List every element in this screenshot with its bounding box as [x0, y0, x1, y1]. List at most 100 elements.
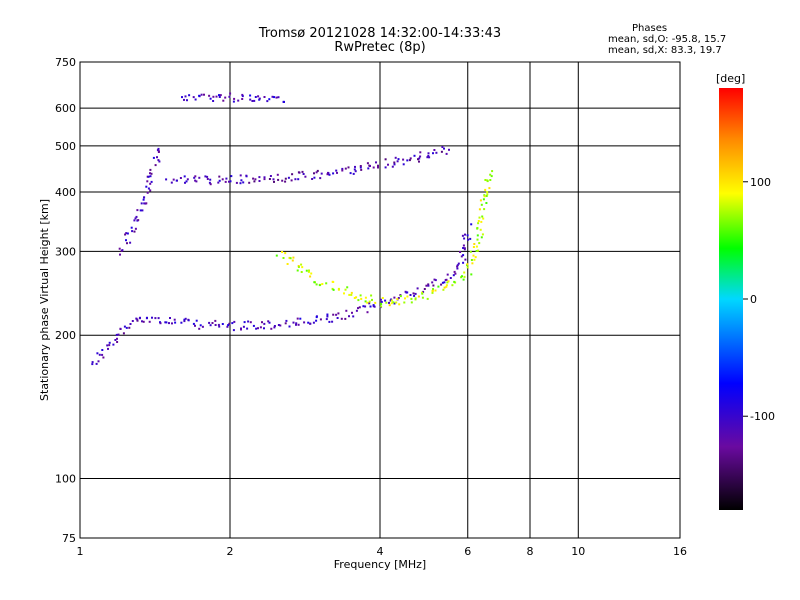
data-point [328, 173, 331, 176]
data-point [475, 245, 478, 248]
data-point [467, 238, 470, 241]
data-point [137, 219, 140, 222]
data-point [141, 209, 144, 212]
data-point [159, 322, 162, 325]
data-point [157, 147, 160, 150]
data-point [271, 95, 274, 98]
data-point [208, 94, 211, 97]
data-point [152, 156, 155, 159]
data-point [112, 343, 115, 346]
data-point [186, 178, 189, 181]
data-point [364, 300, 367, 303]
data-point [116, 337, 118, 340]
data-point [485, 195, 488, 197]
data-point [128, 326, 131, 329]
data-point [353, 297, 356, 299]
x-tick-labels: 1 2 4 6 8 10 16 [77, 545, 688, 558]
chart-title: Tromsø 20121028 14:32:00-14:33:43 [258, 26, 502, 41]
data-point [421, 296, 424, 299]
data-point [296, 317, 299, 320]
data-point [233, 97, 236, 100]
data-point [168, 322, 170, 325]
data-point [203, 93, 205, 96]
data-point [263, 96, 266, 98]
data-point [194, 175, 197, 178]
data-point [277, 96, 280, 99]
data-point [370, 294, 373, 297]
data-point [484, 188, 487, 191]
data-point [474, 256, 477, 259]
data-point [457, 262, 460, 265]
data-point [141, 320, 143, 323]
data-point [95, 362, 98, 365]
data-point [123, 325, 126, 328]
data-point [327, 171, 329, 174]
data-point [308, 269, 310, 272]
data-point [229, 92, 232, 95]
data-point [384, 299, 387, 302]
data-point [337, 312, 340, 315]
data-point [397, 297, 400, 299]
data-point [201, 325, 204, 328]
data-point [409, 157, 412, 160]
data-point [481, 233, 484, 236]
data-point [431, 281, 434, 284]
data-point [463, 248, 466, 251]
data-point [91, 363, 94, 366]
data-point [283, 101, 285, 103]
data-point [261, 321, 263, 324]
data-point [209, 324, 212, 327]
data-point [221, 178, 224, 181]
data-point [449, 277, 452, 279]
data-point [372, 166, 375, 169]
data-point [243, 321, 246, 324]
data-point [432, 288, 434, 291]
data-point [119, 327, 122, 330]
data-point [480, 220, 483, 223]
x-axis-title: Frequency [MHz] [334, 558, 426, 571]
data-point [290, 179, 293, 182]
data-point [217, 323, 220, 326]
data-point [459, 251, 462, 253]
data-point [409, 294, 412, 296]
data-point [149, 175, 152, 178]
data-point [412, 292, 415, 295]
data-point [165, 321, 168, 324]
data-point [273, 325, 276, 327]
data-point [257, 95, 260, 98]
data-point [258, 98, 261, 101]
data-point [157, 317, 160, 320]
data-point [478, 208, 481, 211]
data-point [349, 172, 352, 175]
data-point [212, 100, 215, 102]
data-point [214, 324, 217, 326]
x-tick-label: 10 [571, 545, 585, 558]
data-point [263, 322, 266, 325]
data-point [228, 95, 231, 98]
data-point [139, 209, 142, 212]
data-point [156, 156, 158, 159]
data-point [184, 181, 186, 184]
data-point [267, 320, 270, 323]
x-tick-label: 1 [77, 545, 84, 558]
data-point [443, 286, 446, 289]
data-point [480, 236, 483, 239]
data-point [91, 361, 94, 364]
data-point [432, 284, 435, 287]
data-point [354, 165, 356, 168]
data-point [297, 266, 300, 268]
data-point [479, 199, 482, 202]
data-point [206, 178, 209, 180]
data-point [446, 273, 449, 276]
data-point [183, 175, 186, 178]
colorbar-tick-label: 100 [750, 176, 771, 189]
data-point [462, 254, 465, 257]
data-point [476, 238, 479, 241]
data-point [187, 319, 190, 322]
data-point [388, 304, 391, 307]
data-point [106, 344, 109, 347]
data-point [219, 94, 222, 97]
data-point [312, 321, 315, 324]
data-point [318, 284, 321, 287]
data-point [273, 96, 276, 99]
